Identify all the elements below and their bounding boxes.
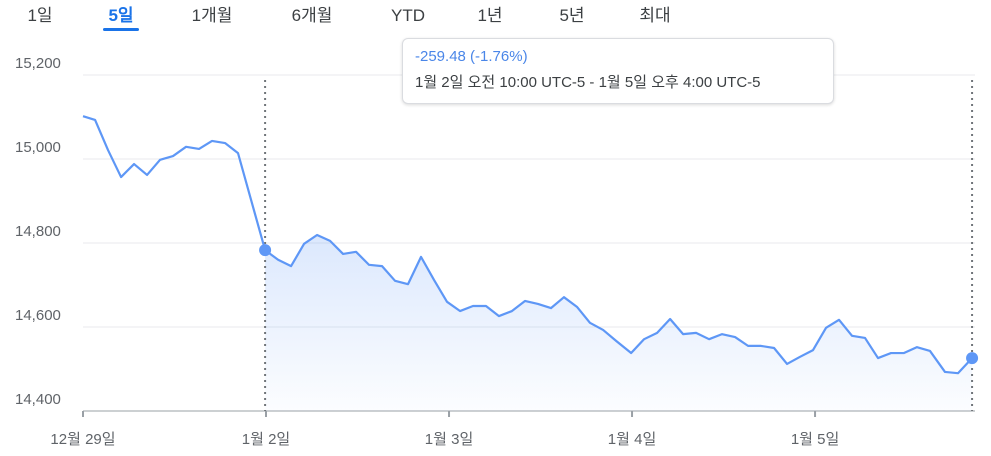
x-tick-label: 1월 4일: [608, 431, 656, 448]
tab[interactable]: 6개월: [292, 6, 333, 25]
tooltip-range: 1월 2일 오전 10:00 UTC-5 - 1월 5일 오후 4:00 UTC…: [415, 74, 761, 91]
x-tick-label: 1월 2일: [242, 431, 290, 448]
x-tick-label: 12월 29일: [50, 431, 115, 448]
y-tick-label: 15,000: [15, 139, 61, 156]
y-tick-label: 14,600: [15, 307, 61, 324]
tab[interactable]: 최대: [639, 6, 670, 25]
x-tick-label: 1월 3일: [425, 431, 473, 448]
tooltip-change: -259.48 (-1.76%): [415, 48, 528, 65]
y-tick-label: 15,200: [15, 55, 61, 72]
tab-underline: [103, 28, 139, 31]
tab[interactable]: 5년: [559, 6, 584, 25]
tab[interactable]: YTD: [391, 6, 425, 25]
price-line: [82, 115, 973, 375]
y-tick-label: 14,800: [15, 223, 61, 240]
tab[interactable]: 1일: [27, 6, 52, 25]
range-point: [259, 244, 272, 257]
range-area: [265, 235, 973, 411]
x-tick-label: 1월 5일: [791, 431, 839, 448]
range-point: [966, 352, 979, 365]
y-tick-label: 14,400: [15, 391, 61, 408]
tab[interactable]: 5일: [108, 6, 133, 25]
tooltip: -259.48 (-1.76%) 1월 2일 오전 10:00 UTC-5 - …: [402, 38, 834, 104]
tab[interactable]: 1개월: [192, 6, 233, 25]
tab[interactable]: 1년: [477, 6, 502, 25]
